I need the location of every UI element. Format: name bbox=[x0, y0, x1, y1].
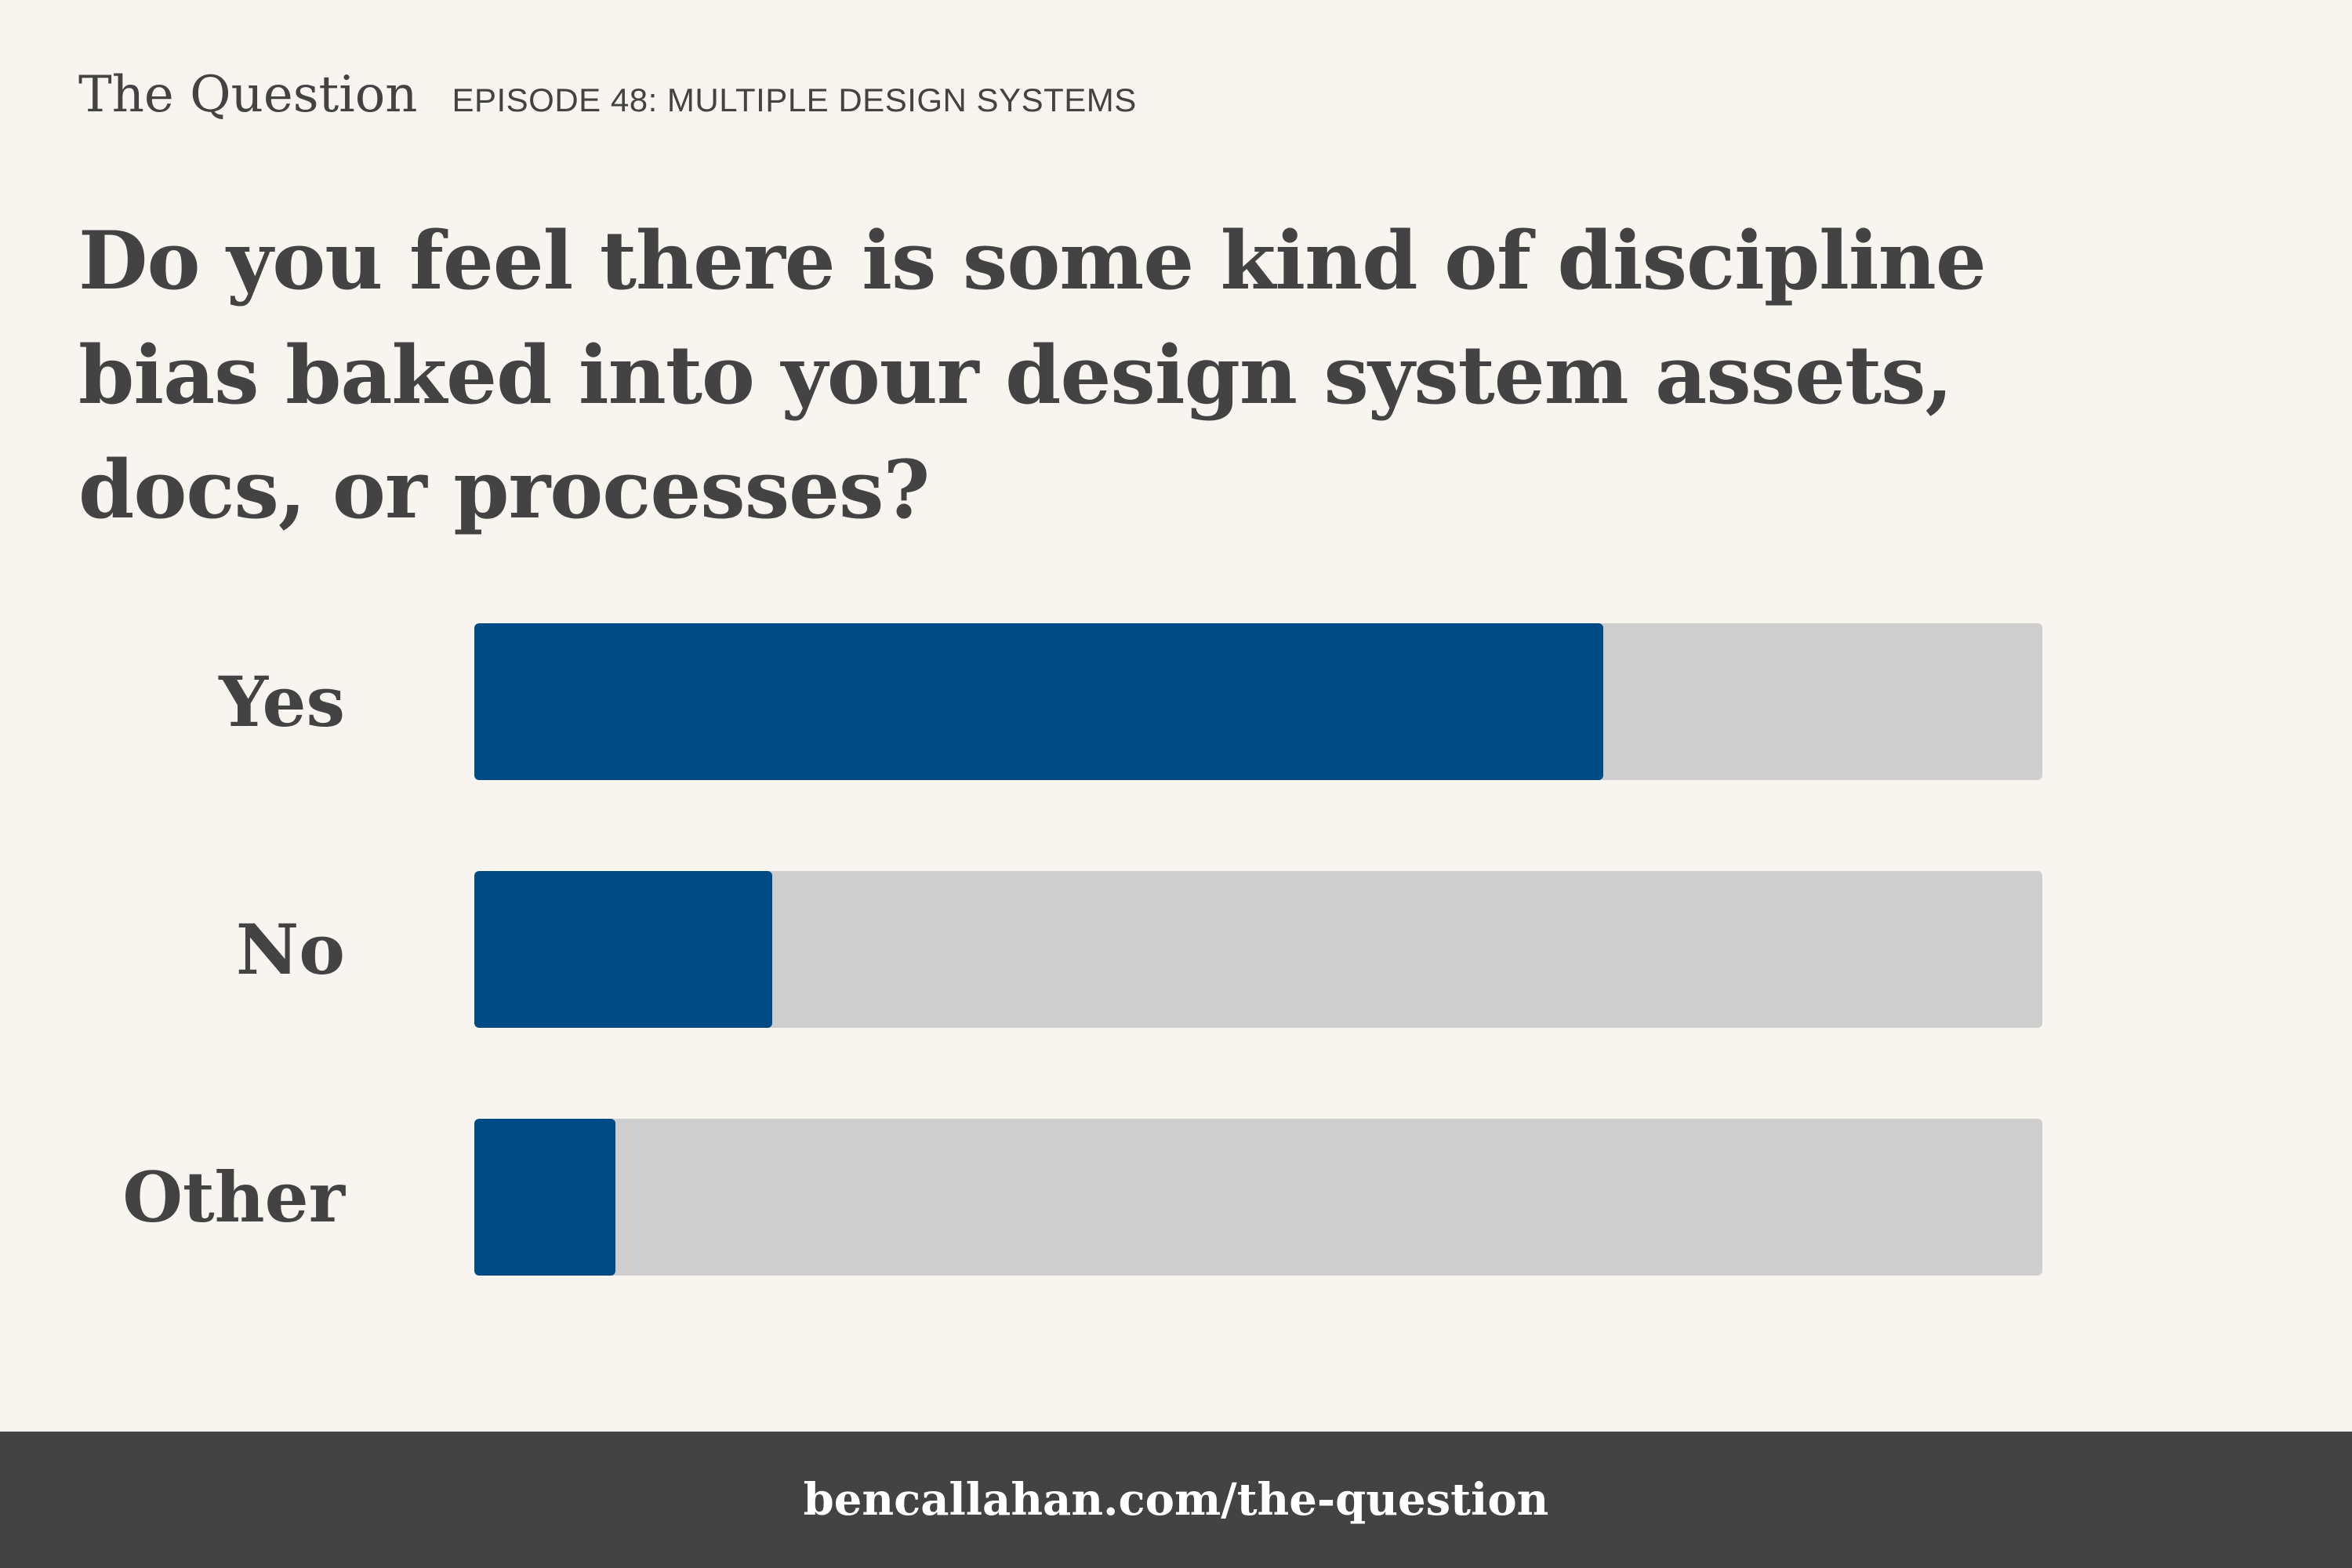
survey-question: Do you feel there is some kind of discip… bbox=[78, 214, 1987, 537]
header: The Question EPISODE 48: MULTIPLE DESIGN… bbox=[78, 66, 1137, 124]
bar-fill-other bbox=[474, 1119, 615, 1276]
footer-bar: bencallahan.com/the-question bbox=[0, 1432, 2352, 1568]
bar-row-no: No bbox=[0, 871, 2352, 1028]
category-label-no: No bbox=[235, 909, 345, 990]
footer-link[interactable]: bencallahan.com/the-question bbox=[803, 1474, 1549, 1526]
category-label-yes: Yes bbox=[219, 661, 345, 742]
category-label-other: Other bbox=[122, 1156, 345, 1238]
bar-row-other: Other bbox=[0, 1119, 2352, 1276]
bar-chart: Yes No Other bbox=[0, 623, 2352, 1282]
bar-track-no bbox=[474, 871, 2042, 1028]
bar-fill-yes bbox=[474, 623, 1603, 780]
episode-title: EPISODE 48: MULTIPLE DESIGN SYSTEMS bbox=[452, 82, 1137, 118]
bar-row-yes: Yes bbox=[0, 623, 2352, 780]
show-title: The Question bbox=[78, 66, 418, 124]
bar-track-yes bbox=[474, 623, 2042, 780]
bar-fill-no bbox=[474, 871, 772, 1028]
bar-track-other bbox=[474, 1119, 2042, 1276]
